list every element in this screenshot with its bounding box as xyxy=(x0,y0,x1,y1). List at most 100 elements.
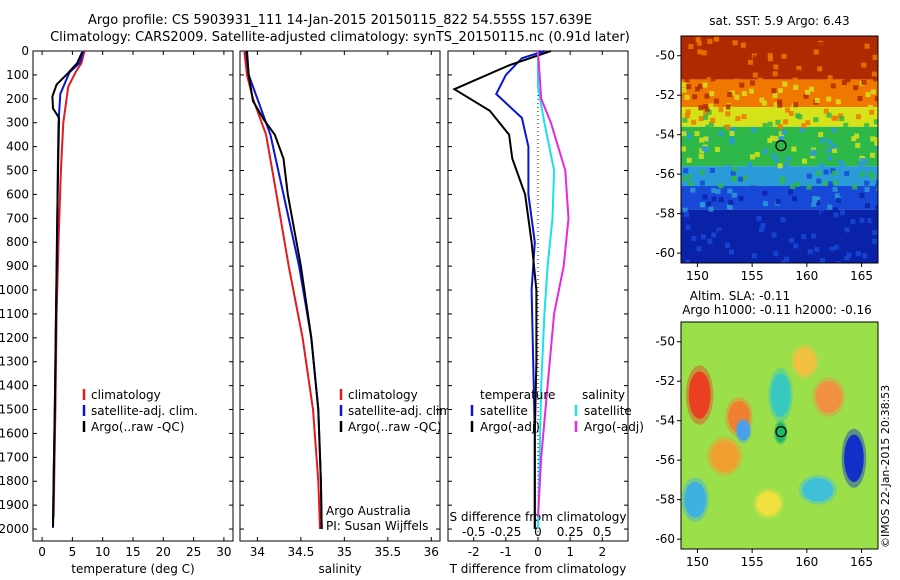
sst-pixel xyxy=(749,80,755,86)
sst-pixel xyxy=(692,94,698,100)
sst-pixel xyxy=(795,181,801,187)
sst-pixel xyxy=(826,147,832,153)
depth-tick-label: 500 xyxy=(6,164,29,178)
sla-anomaly-blob xyxy=(802,477,834,502)
sst-pixel xyxy=(714,216,720,222)
legend-entry-label: Argo(..raw -QC) xyxy=(348,420,441,434)
sst-pixel xyxy=(696,235,702,241)
sla-anomaly-blob xyxy=(815,381,842,413)
sst-pixel xyxy=(858,161,864,167)
sst-pixel xyxy=(863,159,869,165)
sst-pixel xyxy=(714,146,720,152)
sst-pixel xyxy=(816,178,822,184)
sst-pixel xyxy=(729,130,735,136)
salinity-x-tick-label: 35.5 xyxy=(374,545,401,559)
sst-pixel xyxy=(728,199,734,205)
sst-pixel xyxy=(764,235,770,241)
depth-tick-label: 1600 xyxy=(0,426,29,440)
depth-tick-label: 1700 xyxy=(0,450,29,464)
sla-anomaly-blob xyxy=(736,420,750,441)
sst-pixel xyxy=(828,184,834,190)
sst-pixel xyxy=(698,153,704,159)
sst-pixel xyxy=(784,107,790,113)
sst-pixel xyxy=(839,65,845,71)
sst-pixel xyxy=(855,114,861,120)
sst-pixel xyxy=(735,116,741,122)
legend-entry-label: climatology xyxy=(91,388,161,402)
sst-pixel xyxy=(830,51,836,57)
sst-pixel xyxy=(730,170,736,176)
sst-pixel xyxy=(833,244,839,250)
sst-pixel xyxy=(873,76,878,82)
sst-pixel xyxy=(784,256,790,262)
sst-pixel xyxy=(834,193,840,199)
sst-pixel xyxy=(857,96,863,102)
sst-pixel xyxy=(781,53,787,59)
differences-x-tick-label: 0 xyxy=(534,545,542,559)
sst-pixel xyxy=(810,53,816,59)
differences-series-salinity-satellite xyxy=(537,51,556,530)
sla-map-field xyxy=(681,322,878,549)
sst-pixel xyxy=(717,230,723,236)
sst-pixel xyxy=(829,57,835,63)
sst-pixel xyxy=(732,40,738,46)
sst-pixel xyxy=(771,88,777,94)
sst-pixel xyxy=(688,44,694,50)
sst-pixel xyxy=(700,234,706,240)
sst-pixel xyxy=(742,224,748,230)
sst-map-field xyxy=(681,36,878,263)
sst-pixel xyxy=(681,146,687,152)
argo-float-position-marker xyxy=(775,140,787,152)
sst-pixel xyxy=(715,52,721,58)
sst-pixel xyxy=(781,260,787,263)
differences-top-tick-label: 0.25 xyxy=(557,525,584,539)
sst-pixel xyxy=(811,233,817,239)
sst-pixel xyxy=(864,186,870,192)
sst-pixel xyxy=(814,74,820,80)
sst-pixel xyxy=(732,235,738,241)
sst-pixel xyxy=(870,89,876,95)
sst-pixel xyxy=(702,71,708,77)
sst-pixel xyxy=(710,117,716,123)
temperature-x-tick-label: 20 xyxy=(156,545,171,559)
sst-pixel xyxy=(707,238,713,244)
sst-pixel xyxy=(772,71,778,77)
sst-pixel xyxy=(718,131,724,137)
sst-pixel xyxy=(759,226,765,232)
sst-pixel xyxy=(831,127,837,133)
sst-pixel xyxy=(712,244,718,250)
sst-pixel xyxy=(775,199,781,205)
sst-pixel xyxy=(797,209,803,215)
sst-pixel xyxy=(780,217,786,223)
sst-pixel xyxy=(703,110,709,116)
sst-pixel xyxy=(782,241,788,247)
sst-pixel xyxy=(849,242,855,248)
sst-pixel xyxy=(729,90,735,96)
sst-pixel xyxy=(775,222,781,228)
sst-map-title: sat. SST: 5.9 Argo: 6.43 xyxy=(709,14,849,28)
sst-pixel xyxy=(862,57,868,63)
sst-pixel xyxy=(858,59,864,65)
differences-series-temperature-satellite xyxy=(494,50,545,529)
salinity-profile-chart: 34 34.5 35 35.5 36 salinity climatology satelli… xyxy=(239,50,455,576)
sst-pixel xyxy=(836,197,842,203)
sst-pixel xyxy=(762,106,768,112)
sst-pixel xyxy=(775,38,781,44)
salinity-x-tick-label: 34.5 xyxy=(288,545,315,559)
sst-pixel xyxy=(806,184,812,190)
sst-pixel xyxy=(726,203,732,209)
sst-band xyxy=(681,166,878,187)
sst-pixel xyxy=(686,133,692,139)
sst-pixel xyxy=(836,261,842,263)
sst-pixel xyxy=(816,171,822,177)
sst-pixel xyxy=(762,190,768,196)
sst-pixel xyxy=(864,180,870,186)
sst-pixel xyxy=(851,136,857,142)
sst-pixel xyxy=(730,106,736,112)
sst-pixel xyxy=(803,93,809,99)
sst-pixel xyxy=(781,38,787,44)
sla-map-lat-tick-label: -54 xyxy=(655,414,675,428)
sst-pixel xyxy=(699,180,705,186)
sst-pixel xyxy=(740,42,746,48)
sst-pixel xyxy=(710,76,716,82)
